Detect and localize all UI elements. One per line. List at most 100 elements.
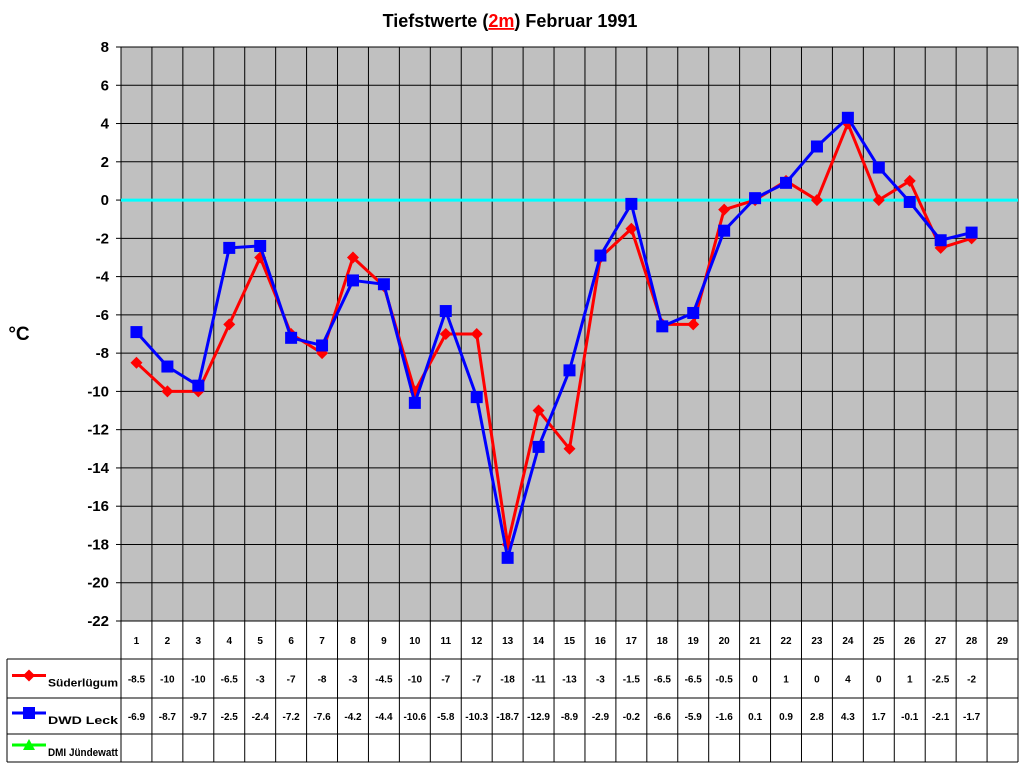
data-point [470, 391, 483, 404]
data-label: -6.5 [685, 675, 703, 686]
x-tick-label: 24 [842, 636, 854, 647]
data-point [718, 224, 731, 237]
y-tick-label: -6 [96, 307, 109, 324]
y-tick-label: -20 [87, 575, 109, 592]
data-label: -5.8 [437, 712, 455, 723]
data-label: -3 [349, 675, 358, 686]
x-tick-label: 28 [966, 636, 978, 647]
data-label: -4.5 [375, 675, 393, 686]
x-tick-label: 8 [350, 636, 356, 647]
data-label: -13 [562, 675, 577, 686]
x-tick-label: 1 [134, 636, 140, 647]
data-label: -7 [287, 675, 296, 686]
y-tick-label: -4 [96, 269, 110, 286]
x-tick-label: 10 [409, 636, 421, 647]
data-label: -7 [441, 675, 450, 686]
y-tick-label: 0 [101, 192, 109, 209]
x-tick-label: 25 [873, 636, 885, 647]
y-tick-label: -22 [87, 613, 109, 630]
data-label: 0 [752, 675, 758, 686]
y-axis-label: °C [8, 324, 30, 345]
data-label: -2.5 [221, 712, 239, 723]
data-point [810, 140, 823, 153]
data-point [161, 385, 174, 398]
data-point [439, 305, 452, 318]
title-suffix: ) Februar 1991 [514, 11, 637, 31]
data-label: -8.9 [561, 712, 579, 723]
data-point [316, 339, 329, 352]
title-prefix: Tiefstwerte ( [383, 11, 489, 31]
data-label: -6.5 [221, 675, 239, 686]
data-label: -0.2 [623, 712, 641, 723]
data-point [408, 396, 421, 409]
x-tick-label: 3 [196, 636, 202, 647]
data-point [192, 379, 205, 392]
data-point [656, 320, 669, 333]
legend-entry-3: DMI Jündewatt [48, 747, 118, 759]
data-label: -1.5 [623, 675, 641, 686]
data-label: -6.5 [654, 675, 672, 686]
x-tick-label: 5 [257, 636, 263, 647]
y-tick-label: -10 [87, 383, 109, 400]
y-tick-label: 6 [101, 77, 109, 94]
legend-entry-2: DWD Leck [48, 715, 119, 727]
data-label: -10 [160, 675, 175, 686]
data-point [254, 251, 267, 264]
x-tick-label: 7 [319, 636, 325, 647]
x-tick-label: 20 [719, 636, 731, 647]
data-point [749, 192, 762, 205]
data-point [965, 226, 978, 239]
y-tick-label: -14 [87, 460, 109, 477]
data-label: -18.7 [496, 712, 519, 723]
x-tick-label: 12 [471, 636, 483, 647]
data-point [687, 306, 700, 319]
data-point [563, 442, 576, 455]
data-point [780, 176, 793, 189]
x-tick-label: 22 [780, 636, 792, 647]
data-label: 0 [814, 675, 820, 686]
data-label: -2.9 [592, 712, 610, 723]
data-label: 0 [876, 675, 882, 686]
x-tick-label: 13 [502, 636, 514, 647]
y-tick-label: 4 [101, 116, 110, 133]
data-point [377, 278, 390, 291]
data-point [346, 274, 359, 287]
x-tick-label: 11 [440, 636, 451, 647]
data-label: -4.4 [375, 712, 393, 723]
y-tick-label: -18 [87, 536, 109, 553]
data-label: -10.6 [403, 712, 426, 723]
data-label: -2 [967, 675, 976, 686]
data-point [872, 194, 885, 207]
x-tick-label: 4 [226, 636, 232, 647]
data-label: -7.2 [283, 712, 301, 723]
plot-background [120, 46, 1019, 622]
data-point [872, 161, 885, 174]
data-label: -8.7 [159, 712, 177, 723]
data-label: -7.6 [313, 712, 331, 723]
x-tick-label: 29 [997, 636, 1009, 647]
data-label: -10 [191, 675, 206, 686]
data-label: -2.5 [932, 675, 950, 686]
x-tick-label: 19 [688, 636, 700, 647]
data-label: -0.1 [901, 712, 919, 723]
data-point [718, 203, 731, 216]
data-label: -10 [408, 675, 423, 686]
data-label: -9.7 [190, 712, 208, 723]
data-point [532, 440, 545, 453]
series-line-2 [135, 116, 972, 560]
data-label: -18 [500, 675, 515, 686]
data-label: -8 [318, 675, 327, 686]
data-label: -12.9 [527, 712, 550, 723]
data-label: -2.4 [252, 712, 270, 723]
x-tick-label: 9 [381, 636, 387, 647]
y-tick-label: -16 [87, 498, 109, 515]
data-point [687, 318, 700, 331]
y-tick-label: -8 [96, 345, 109, 362]
data-label: -0.5 [716, 675, 734, 686]
legend-key-marker [23, 707, 35, 719]
x-tick-label: 23 [811, 636, 823, 647]
data-point [501, 551, 514, 564]
data-point [223, 318, 236, 331]
